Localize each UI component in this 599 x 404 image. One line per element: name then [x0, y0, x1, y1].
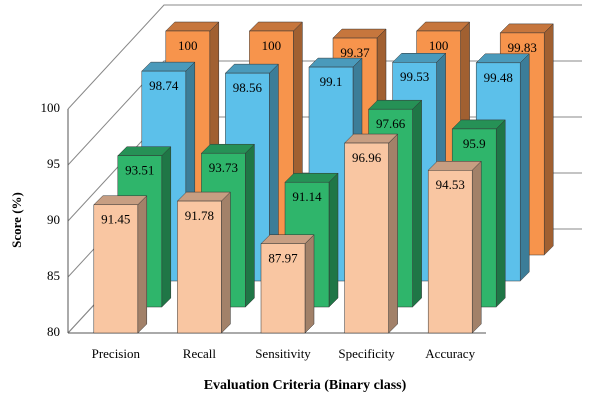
bar-top: [176, 191, 232, 202]
bar-side: [412, 99, 422, 308]
bar: [344, 142, 389, 334]
data-label: 100: [262, 38, 282, 53]
bar-top: [367, 99, 423, 110]
data-label: 93.73: [209, 160, 238, 175]
data-label: 99.53: [400, 69, 429, 84]
data-label: 96.96: [352, 150, 382, 165]
y-tick-label: 80: [47, 324, 60, 339]
x-axis-label: Evaluation Criteria (Binary class): [204, 378, 407, 393]
bar-top: [499, 23, 554, 34]
bar: [260, 243, 306, 334]
x-tick-label: Specificity: [338, 346, 395, 361]
bar-side: [245, 143, 255, 308]
data-label: 100: [178, 38, 198, 53]
bar-top: [200, 143, 256, 154]
data-label: 99.48: [484, 70, 513, 85]
bar-top: [117, 146, 172, 156]
bar-top: [248, 21, 304, 32]
data-label: 91.45: [101, 212, 130, 227]
bar-side: [304, 234, 315, 334]
data-label: 97.66: [376, 116, 406, 131]
bar-top: [260, 234, 315, 244]
data-label: 94.53: [436, 177, 465, 192]
bar-side: [328, 172, 339, 308]
y-tick-label: 90: [47, 212, 60, 227]
bar-top: [427, 161, 482, 171]
bar: [93, 204, 139, 334]
x-tick-label: Accuracy: [425, 346, 475, 361]
data-label: 91.14: [292, 189, 322, 204]
data-label: 95.9: [463, 136, 486, 151]
y-tick-label: 85: [47, 268, 60, 283]
bar-top: [415, 21, 471, 32]
bar: [177, 200, 222, 334]
bar-top: [451, 119, 506, 130]
bar-side: [519, 53, 530, 282]
bar-top: [284, 172, 339, 183]
bar-top: [343, 133, 399, 144]
y-tick-label: 95: [47, 156, 60, 171]
bar-side: [471, 160, 482, 334]
bar-top: [391, 53, 447, 63]
data-label: 99.83: [508, 40, 537, 55]
bar-side: [161, 146, 172, 308]
x-tick-label: Precision: [92, 346, 141, 361]
bar-side: [388, 133, 398, 334]
data-label: 91.78: [185, 208, 214, 223]
data-label: 87.97: [268, 251, 298, 266]
grid-line: [67, 4, 582, 110]
bar-top: [165, 21, 220, 32]
bar-top: [332, 28, 387, 39]
bar-side: [137, 195, 148, 334]
y-axis-label: Score (%): [9, 192, 24, 248]
bar-top: [475, 53, 530, 64]
x-tick-label: Recall: [183, 346, 217, 361]
bar-side: [221, 191, 231, 334]
y-tick-label: 100: [41, 100, 61, 115]
bar-side: [495, 119, 506, 308]
x-tick-label: Sensitivity: [255, 346, 311, 361]
bar-top: [93, 195, 148, 206]
bar-side: [543, 23, 554, 256]
data-label: 93.51: [125, 163, 154, 178]
bar-top: [141, 61, 196, 72]
data-label: 100: [429, 38, 449, 53]
data-label: 98.56: [233, 80, 263, 95]
bar: [427, 170, 473, 334]
data-label: 99.1: [320, 74, 343, 89]
data-label: 98.74: [149, 78, 179, 93]
bar-top: [308, 57, 363, 68]
bar-top: [224, 63, 280, 74]
data-label: 99.37: [340, 45, 370, 60]
